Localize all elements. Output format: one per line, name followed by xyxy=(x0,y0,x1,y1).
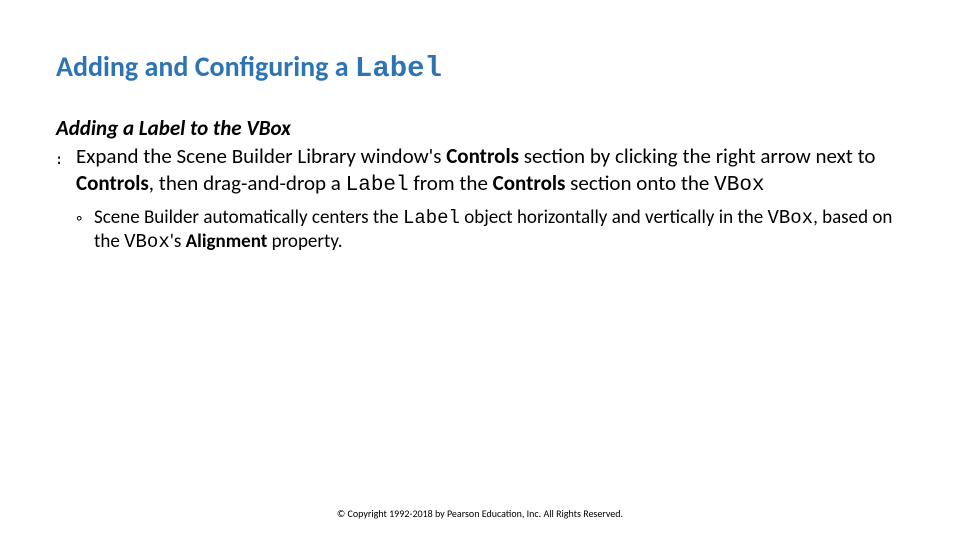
sub-bold-1: Alignment xyxy=(186,230,268,253)
body-mono-2: VBox xyxy=(714,174,764,197)
sub-paragraph: Scene Builder automatically centers the … xyxy=(94,206,904,255)
sub-bullet-icon: ◦ xyxy=(76,206,94,230)
title-text: Adding and Configuring a xyxy=(56,49,355,84)
body-bold-2: Controls xyxy=(76,170,149,196)
body-seg-3: , then drag-and-drop a xyxy=(149,170,346,196)
sub-mono-1: Label xyxy=(403,207,460,229)
body-bold-3: Controls xyxy=(493,170,566,196)
sub-seg-5: property. xyxy=(267,230,342,253)
sub-seg-2: object horizontally and vertically in th… xyxy=(460,206,768,229)
title-mono: Label xyxy=(355,52,442,85)
sub-mono-3: VBox xyxy=(124,231,170,253)
sub-mono-2: VBox xyxy=(767,207,813,229)
body-paragraph: Expand the Scene Builder Library window'… xyxy=(76,143,904,200)
copyright-footer: © Copyright 1992-2018 by Pearson Educati… xyxy=(0,507,960,520)
bullet-icon: ։ xyxy=(56,143,76,170)
body-bold-1: Controls xyxy=(446,143,519,169)
body-bullet-row: ։ Expand the Scene Builder Library windo… xyxy=(56,143,904,200)
subheading: Adding a Label to the VBox xyxy=(56,115,904,141)
body-seg-4: from the xyxy=(409,170,493,196)
sub-bullet-row: ◦ Scene Builder automatically centers th… xyxy=(76,206,904,255)
sub-seg-4: 's xyxy=(170,230,186,253)
body-mono-1: Label xyxy=(346,174,409,197)
sub-seg-1: Scene Builder automatically centers the xyxy=(94,206,403,229)
slide-title: Adding and Configuring a Label xyxy=(56,50,904,87)
slide: Adding and Configuring a Label Adding a … xyxy=(0,0,960,540)
body-seg-5: section onto the xyxy=(565,170,714,196)
body-seg-1: Expand the Scene Builder Library window'… xyxy=(76,143,446,169)
body-seg-2: section by clicking the right arrow next… xyxy=(519,143,876,169)
